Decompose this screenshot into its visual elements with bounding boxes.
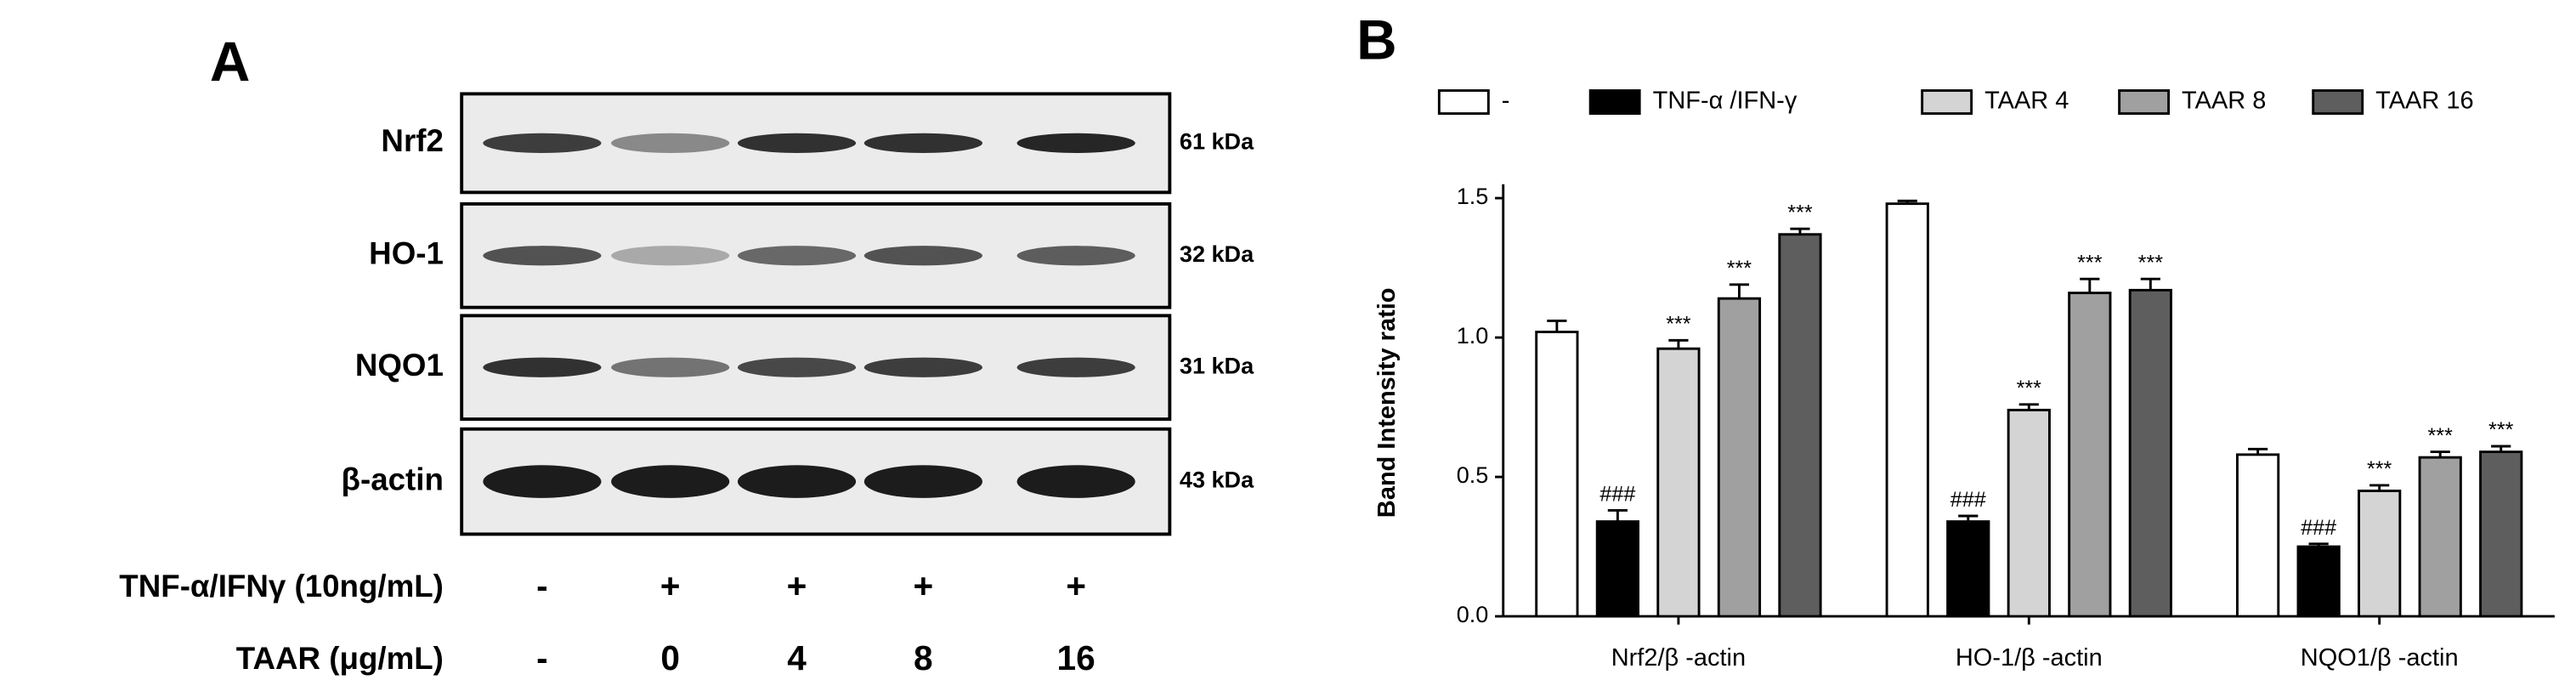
bar [2236, 453, 2280, 618]
blot-band [611, 133, 730, 153]
treatment-value: 8 [914, 638, 933, 677]
blot-band [483, 357, 602, 377]
size-label: 61 kDa [1180, 129, 1254, 155]
blot-band [863, 465, 982, 498]
significance-label: ### [2301, 516, 2336, 540]
blot-band [737, 357, 857, 377]
legend-swatch [1921, 89, 1973, 116]
treatment-value: + [660, 566, 681, 605]
legend-label: - [1502, 88, 1510, 115]
significance-label: *** [2077, 251, 2103, 275]
significance-label: *** [1666, 313, 1691, 337]
blot-band [483, 133, 602, 153]
legend-label: TAAR 8 [2182, 88, 2266, 115]
x-tick-label: Nrf2/β -actin [1611, 644, 1746, 672]
y-axis-label: Band Intensity ratio [1373, 288, 1401, 518]
blot-band [863, 133, 982, 153]
y-tick-label: 1.5 [1457, 184, 1489, 209]
significance-label: *** [2488, 418, 2514, 442]
significance-label: *** [2428, 424, 2454, 448]
bar [1656, 347, 1701, 618]
blot-band [863, 246, 982, 266]
legend-swatch [2312, 89, 2364, 116]
blot-band [611, 246, 730, 266]
treatment-value: + [1066, 566, 1086, 605]
blot-band [611, 465, 730, 498]
legend-swatch [1588, 89, 1641, 116]
bar [2479, 450, 2523, 618]
treatment-value: - [536, 566, 548, 605]
treatment-value: 4 [787, 638, 807, 677]
bar [2068, 292, 2112, 618]
significance-label: *** [2367, 457, 2392, 481]
treatment-label: TNF-α/IFNγ (10ng/mL) [119, 569, 444, 604]
bar [2358, 490, 2402, 618]
blot-band [737, 133, 857, 153]
legend-label: TNF-α /IFN-γ [1653, 88, 1798, 115]
protein-label: HO-1 [369, 235, 444, 270]
bar [2296, 545, 2341, 618]
size-label: 31 kDa [1180, 353, 1254, 378]
blot-band [1016, 133, 1135, 153]
blot-band [863, 357, 982, 377]
treatment-value: + [914, 566, 934, 605]
x-tick-label: HO-1/β -actin [1956, 644, 2103, 672]
y-tick-label: 0.5 [1457, 462, 1489, 488]
bar [1778, 233, 1822, 618]
blot-band [1016, 465, 1135, 498]
bar [1595, 520, 1640, 618]
y-tick-label: 0.0 [1457, 602, 1489, 627]
legend-swatch [1437, 89, 1490, 116]
significance-label: *** [1787, 201, 1813, 224]
protein-label: β-actin [342, 462, 444, 496]
treatment-value: + [787, 566, 807, 605]
bar [2007, 408, 2051, 618]
legend-swatch [2118, 89, 2171, 116]
size-label: 32 kDa [1180, 241, 1254, 267]
significance-label: *** [2017, 377, 2042, 400]
blot-band [1016, 246, 1135, 266]
panel-letter: A [210, 31, 250, 93]
x-tick-label: NQO1/β -actin [2301, 644, 2459, 672]
blot-band [483, 246, 602, 266]
legend-label: TAAR 16 [2375, 88, 2473, 115]
legend-label: TAAR 4 [1984, 88, 2069, 115]
treatment-value: - [536, 638, 548, 677]
significance-label: ### [1950, 488, 1986, 512]
treatment-label: TAAR (μg/mL) [236, 641, 444, 676]
size-label: 43 kDa [1180, 468, 1254, 493]
significance-label: *** [2138, 251, 2164, 275]
treatment-value: 0 [660, 638, 680, 677]
significance-label: ### [1599, 483, 1635, 507]
protein-label: Nrf2 [381, 123, 443, 158]
protein-label: NQO1 [355, 348, 444, 382]
bar [2418, 456, 2462, 618]
treatment-value: 16 [1057, 638, 1096, 677]
blot-band [737, 246, 857, 266]
bar [1717, 297, 1762, 618]
bar [1535, 331, 1579, 618]
significance-label: *** [1727, 257, 1752, 280]
blot-band [483, 465, 602, 498]
blot-band [1016, 357, 1135, 377]
bar [1885, 202, 1929, 618]
bar [1946, 520, 1990, 618]
blot-band [737, 465, 857, 498]
panel-letter: B [1356, 9, 1396, 71]
blot-band [611, 357, 730, 377]
y-tick-label: 1.0 [1457, 323, 1489, 348]
bar [2128, 288, 2172, 618]
